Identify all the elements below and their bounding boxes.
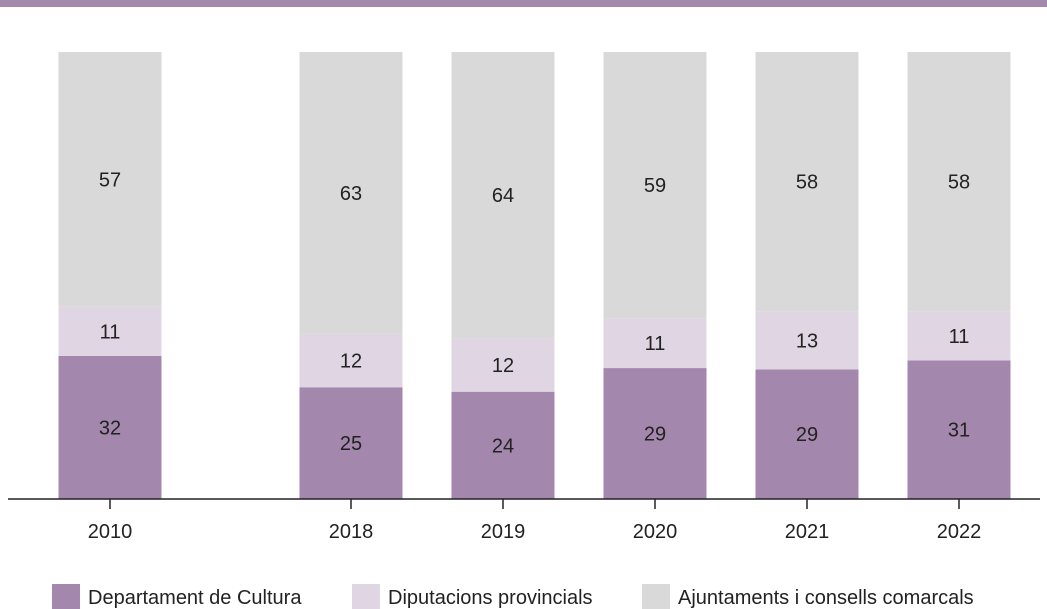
bar-segment-2022-s0: [907, 360, 1011, 499]
legend-label-0: Departament de Cultura: [88, 587, 302, 609]
data-label-2021-s2: 58: [796, 172, 818, 194]
bar-segment-2021-s0: [755, 369, 859, 499]
data-label-2022-s0: 31: [948, 420, 970, 442]
data-label-2019-s2: 64: [492, 185, 514, 207]
bar-segment-2022-s2: [907, 52, 1011, 312]
legend-swatch-1: [352, 584, 380, 609]
legend: Departament de Cultura Diputacions provin…: [52, 584, 974, 609]
x-tick-label-2018: 2018: [329, 521, 374, 543]
x-tick-label-2010: 2010: [88, 521, 133, 543]
data-label-2018-s1: 12: [340, 350, 362, 372]
data-label-2010-s0: 32: [99, 417, 121, 439]
top-rule: [0, 0, 1047, 7]
data-label-2020-s0: 29: [644, 424, 666, 446]
bars-layer: 32 11 57 25 12 63 24 12 64 29 11 59 29 13 58 31 11 58: [58, 52, 1011, 499]
bar-segment-2020-s2: [603, 52, 707, 319]
data-label-2010-s1: 11: [100, 321, 121, 343]
legend-swatch-0: [52, 584, 80, 609]
bar-segment-2010-s0: [58, 355, 162, 499]
x-tick-label-2020: 2020: [633, 521, 678, 543]
data-label-2020-s2: 59: [644, 175, 666, 197]
data-label-2019-s1: 12: [492, 355, 514, 377]
bar-segment-2021-s1: [755, 311, 859, 370]
bar-segment-2010-s1: [58, 306, 162, 356]
x-tick-label-2019: 2019: [481, 521, 526, 543]
bar-segment-2019-s0: [451, 391, 555, 499]
bar-segment-2019-s1: [451, 338, 555, 392]
x-axis-ticks: 2010 2018 2019 2020 2021 2022: [88, 499, 982, 543]
bar-segment-2019-s2: [451, 52, 555, 339]
bar-segment-2022-s1: [907, 311, 1011, 361]
data-label-2020-s1: 11: [645, 333, 666, 355]
bar-segment-2018-s1: [299, 333, 403, 388]
x-tick-label-2021: 2021: [785, 521, 830, 543]
legend-label-2: Ajuntaments i consells comarcals: [678, 587, 974, 609]
data-label-2019-s0: 24: [492, 435, 514, 457]
data-label-2018-s0: 25: [340, 433, 362, 455]
data-label-2021-s0: 29: [796, 424, 818, 446]
data-label-2018-s2: 63: [340, 183, 362, 205]
bar-segment-2020-s0: [603, 368, 707, 499]
x-tick-label-2022: 2022: [937, 521, 982, 543]
bar-segment-2020-s1: [603, 318, 707, 369]
bar-segment-2021-s2: [755, 52, 859, 312]
legend-label-1: Diputacions provincials: [388, 587, 593, 609]
bar-segment-2010-s2: [58, 52, 162, 307]
bar-segment-2018-s0: [299, 387, 403, 499]
data-label-2022-s1: 11: [949, 326, 970, 348]
legend-swatch-2: [642, 584, 670, 609]
data-label-2022-s2: 58: [948, 172, 970, 194]
data-label-2010-s2: 57: [99, 169, 121, 191]
data-label-2021-s1: 13: [796, 330, 818, 352]
bar-segment-2018-s2: [299, 52, 403, 334]
